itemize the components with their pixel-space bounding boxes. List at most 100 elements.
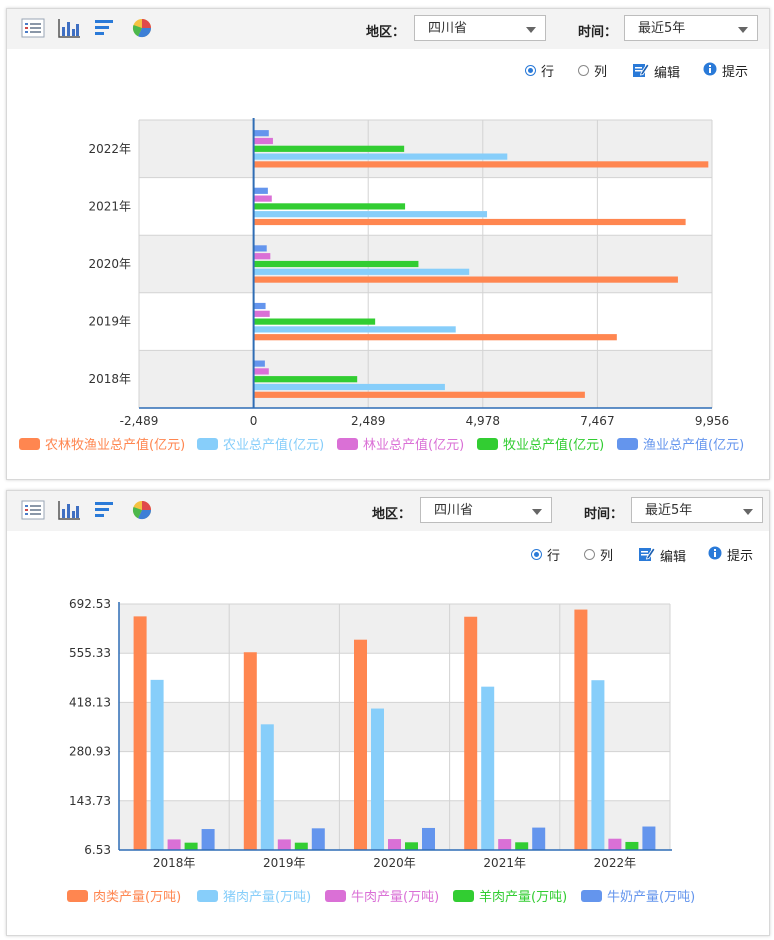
- plot-band: [139, 235, 712, 293]
- x-tick-label: 2,489: [351, 414, 385, 428]
- y-tick-label: 555.33: [69, 646, 111, 660]
- legend-swatch: [19, 437, 40, 450]
- bar: [253, 383, 445, 391]
- legend-label: 农林牧渔业总产值(亿元): [45, 438, 186, 453]
- radio-checked-icon: [525, 65, 536, 76]
- bar: [167, 839, 181, 850]
- legend-swatch: [67, 889, 88, 902]
- bar: [253, 130, 269, 137]
- legend-swatch: [581, 889, 602, 902]
- bar: [253, 153, 508, 160]
- bar: [294, 842, 308, 850]
- bar: [253, 211, 488, 218]
- legend-label: 牛奶产量(万吨): [607, 890, 696, 905]
- bar: [625, 841, 639, 850]
- bar: [201, 829, 215, 850]
- bar: [253, 334, 617, 341]
- edit-button[interactable]: 编辑: [638, 545, 686, 566]
- bar: [311, 828, 325, 850]
- plot-band: [139, 177, 712, 236]
- region-value: 四川省: [428, 21, 468, 36]
- y-tick-label: 143.73: [69, 794, 111, 808]
- bar: [184, 842, 198, 850]
- time-select[interactable]: 最近5年: [631, 497, 763, 523]
- legend-item[interactable]: 渔业总产值(亿元): [617, 434, 744, 453]
- x-category-label: 2022年: [594, 856, 637, 870]
- bar: [642, 826, 656, 850]
- bar: [388, 839, 401, 850]
- bar: [422, 827, 435, 850]
- legend-item[interactable]: 牧业总产值(亿元): [477, 434, 604, 453]
- column-chart-icon[interactable]: [57, 499, 81, 521]
- legend-label: 牛肉产量(万吨): [351, 890, 440, 905]
- bar-chart-icon[interactable]: [93, 17, 117, 39]
- col-radio[interactable]: 列: [584, 545, 613, 564]
- bar: [371, 708, 384, 850]
- bar: [253, 391, 585, 398]
- legend-label: 牧业总产值(亿元): [503, 438, 605, 453]
- y-category-label: 2019年: [88, 315, 131, 329]
- list-view-icon[interactable]: [21, 17, 45, 39]
- legend-item[interactable]: 肉类产量(万吨): [67, 886, 181, 905]
- col-label: 列: [600, 549, 614, 564]
- tip-button[interactable]: 提示: [708, 545, 753, 564]
- column-chart-icon[interactable]: [57, 17, 81, 39]
- bar: [243, 652, 257, 850]
- time-label: 时间：: [578, 25, 618, 40]
- region-select[interactable]: 四川省: [420, 497, 552, 523]
- legend-label: 羊肉产量(万吨): [479, 890, 568, 905]
- legend-swatch: [477, 437, 498, 450]
- y-tick-label: 6.53: [84, 843, 111, 857]
- legend-item[interactable]: 农业总产值(亿元): [197, 434, 324, 453]
- bar-chart-horizontal: -2,489 0 2,489 4,978 7,467 9,956 2018年 2019年 202…: [88, 118, 729, 428]
- y-tick-label: 280.93: [69, 745, 111, 759]
- legend-swatch: [197, 889, 218, 902]
- bar: [253, 268, 470, 275]
- tip-label: 提示: [722, 65, 749, 80]
- col-label: 列: [594, 65, 608, 80]
- bar: [253, 326, 456, 333]
- list-view-icon[interactable]: [21, 499, 45, 521]
- region-select[interactable]: 四川省: [414, 15, 546, 41]
- col-radio[interactable]: 列: [578, 61, 607, 80]
- region-label: 地区：: [372, 507, 412, 522]
- bar: [253, 253, 271, 260]
- legend-item[interactable]: 羊肉产量(万吨): [453, 886, 567, 905]
- bar: [253, 318, 376, 325]
- row-radio[interactable]: 行: [531, 545, 560, 564]
- bar-chart-icon[interactable]: [93, 499, 117, 521]
- chevron-down-icon: [526, 27, 536, 33]
- bar: [354, 639, 367, 850]
- legend-item[interactable]: 农林牧渔业总产值(亿元): [19, 434, 185, 453]
- pie-chart-icon[interactable]: [131, 17, 155, 39]
- y-category-label: 2018年: [88, 372, 131, 386]
- bar: [253, 276, 678, 283]
- row-radio[interactable]: 行: [525, 61, 554, 80]
- bar: [253, 218, 686, 226]
- bar: [253, 260, 419, 268]
- bar: [253, 137, 273, 145]
- radio-checked-icon: [531, 549, 542, 560]
- y-category-label: 2021年: [88, 199, 131, 213]
- bar: [481, 686, 495, 850]
- region-label: 地区：: [366, 25, 406, 40]
- edit-button[interactable]: 编辑: [632, 61, 680, 82]
- legend-item[interactable]: 牛奶产量(万吨): [581, 886, 695, 905]
- bar: [253, 195, 272, 202]
- legend-swatch: [337, 437, 358, 450]
- bar: [277, 839, 291, 850]
- bar: [253, 310, 270, 317]
- tip-button[interactable]: 提示: [703, 61, 748, 80]
- time-select[interactable]: 最近5年: [624, 15, 758, 41]
- x-tick-label: -2,489: [120, 414, 159, 428]
- pie-chart-icon[interactable]: [131, 499, 155, 521]
- bar: [150, 679, 164, 850]
- legend-item[interactable]: 猪肉产量(万吨): [197, 886, 311, 905]
- chevron-down-icon: [532, 509, 542, 515]
- bar: [405, 842, 418, 850]
- legend-label: 农业总产值(亿元): [223, 438, 325, 453]
- legend-item[interactable]: 林业总产值(亿元): [337, 434, 464, 453]
- tip-label: 提示: [727, 549, 754, 564]
- legend-item[interactable]: 牛肉产量(万吨): [325, 886, 439, 905]
- edit-icon: [632, 61, 650, 82]
